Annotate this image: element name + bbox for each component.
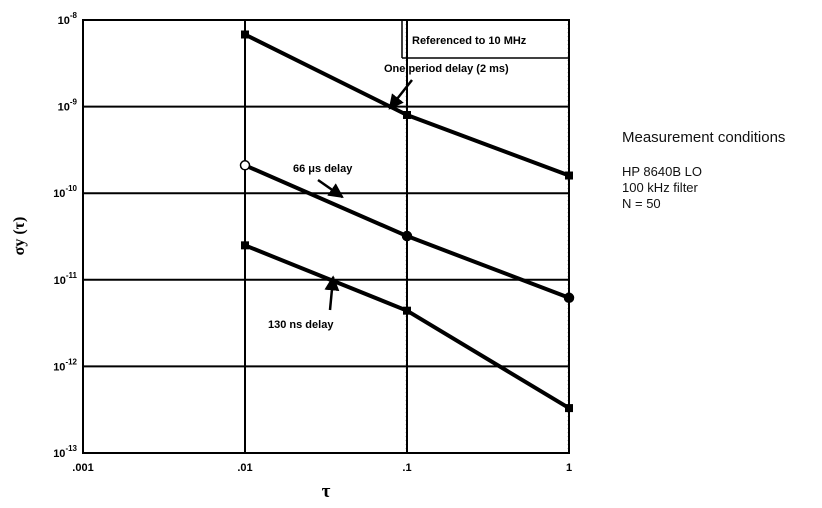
y-tick-label--8: 10-8	[58, 11, 78, 27]
x-tick-label-1: 1	[566, 462, 572, 474]
annotation-arrow-130-ns-delay	[324, 275, 340, 311]
x-tick-label-001: .001	[72, 462, 93, 474]
marker-group	[239, 30, 575, 413]
annotations: Referenced to 10 MHz One period delay (2 …	[268, 20, 569, 331]
data-point-one-period-delay-2-ms-1	[403, 110, 411, 119]
annotation-66-s-delay: 66 μs delay	[293, 163, 353, 175]
data-point-130-ns-delay-1	[403, 306, 411, 315]
tick-labels: .001 .01 .1 1 10-13 10-12 10-11 10-10 10-9 10-8	[53, 11, 572, 474]
y-axis-title: σy (τ)	[11, 217, 28, 256]
measurement-conditions-heading: Measurement conditions	[622, 129, 786, 146]
plot-frame	[82, 19, 570, 454]
annotation-one-period-delay-2-ms: One period delay (2 ms)	[384, 63, 509, 75]
data-point-one-period-delay-2-ms-2	[565, 171, 573, 180]
condition-line-filter: 100 kHz filter	[622, 180, 698, 195]
data-point-66-s-delay-1	[401, 230, 413, 242]
y-tick-label--13: 10-13	[53, 444, 77, 460]
data-point-66-s-delay-2	[563, 292, 575, 304]
y-tick-label--12: 10-12	[53, 357, 77, 373]
y-tick-label--9: 10-9	[58, 98, 78, 114]
x-axis-title: τ	[322, 481, 331, 502]
data-point-66-s-delay-0	[239, 160, 251, 171]
condition-line-n: N = 50	[622, 196, 661, 211]
measurement-conditions: Measurement conditions HP 8640B LO 100 k…	[622, 128, 818, 212]
y-tick-label--10: 10-10	[53, 184, 77, 200]
annotation-arrow-one-period-delay-2-ms	[388, 79, 413, 110]
condition-line-lo: HP 8640B LO	[622, 164, 702, 179]
data-point-one-period-delay-2-ms-0	[241, 30, 249, 39]
data-point-130-ns-delay-2	[565, 404, 573, 413]
annotation-130-ns-delay: 130 ns delay	[268, 319, 334, 331]
annotation-arrow-66-s-delay	[317, 178, 344, 199]
x-tick-label-01: .01	[237, 462, 252, 474]
y-tick-label--11: 10-11	[54, 271, 78, 287]
grid	[83, 20, 569, 453]
annotation-referenced-to-10-mhz: Referenced to 10 MHz	[412, 35, 527, 47]
x-tick-label-1: .1	[402, 462, 411, 474]
data-point-130-ns-delay-0	[241, 241, 249, 250]
